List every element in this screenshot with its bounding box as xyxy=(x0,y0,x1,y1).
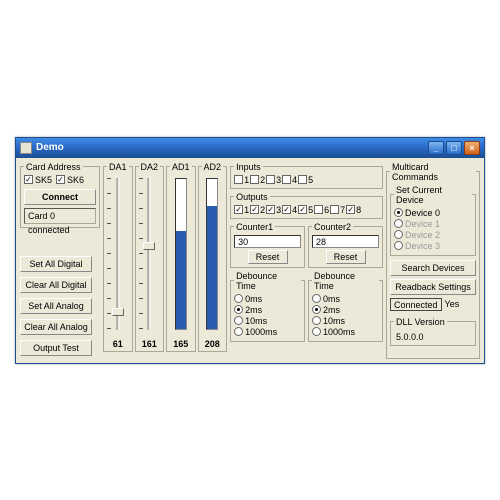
ad1-group: AD1 165 xyxy=(166,162,196,352)
deb1-option-0[interactable]: 0ms xyxy=(234,294,301,304)
da2-value: 161 xyxy=(136,339,164,349)
window-body: Card Address ✓SK5 ✓SK6 Connect Card 0 co… xyxy=(16,158,484,363)
left-column: Card Address ✓SK5 ✓SK6 Connect Card 0 co… xyxy=(20,162,100,359)
input-5-checkbox[interactable]: 5 xyxy=(298,175,313,185)
counter2-value: 28 xyxy=(312,235,379,248)
connect-button[interactable]: Connect xyxy=(24,189,96,205)
card-address-group: Card Address ✓SK5 ✓SK6 Connect Card 0 co… xyxy=(20,162,100,228)
multicard-group: Multicard Commands Set Current Device De… xyxy=(386,162,480,359)
output-8-checkbox[interactable]: ✓8 xyxy=(346,205,361,215)
connection-status: Card 0 connected xyxy=(24,208,96,224)
inputs-group: Inputs 12345 xyxy=(230,162,383,189)
device-2-radio: Device 2 xyxy=(394,230,472,240)
set-all-analog-button[interactable]: Set All Analog xyxy=(20,298,92,314)
search-devices-button[interactable]: Search Devices xyxy=(390,260,476,276)
clear-all-analog-button[interactable]: Clear All Analog xyxy=(20,319,92,335)
deb2-option-2[interactable]: 10ms xyxy=(312,316,379,326)
output-1-checkbox[interactable]: ✓1 xyxy=(234,205,249,215)
counter2-group: Counter2 28 Reset xyxy=(308,222,383,268)
ad2-bar xyxy=(206,178,218,330)
da2-slider[interactable] xyxy=(148,178,151,330)
ad2-bar-fill xyxy=(207,206,217,329)
sk5-checkbox[interactable]: ✓SK5 xyxy=(24,175,52,185)
debounce1-group: Debounce Time 0ms2ms10ms1000ms xyxy=(230,271,305,342)
output-6-checkbox[interactable]: 6 xyxy=(314,205,329,215)
output-2-checkbox[interactable]: ✓2 xyxy=(250,205,265,215)
dll-version-group: DLL Version 5.0.0.0 xyxy=(390,317,476,346)
app-window: Demo _ □ × Card Address ✓SK5 ✓SK6 Connec… xyxy=(15,137,485,364)
sk6-checkbox[interactable]: ✓SK6 xyxy=(56,175,84,185)
device-3-radio: Device 3 xyxy=(394,241,472,251)
output-7-checkbox[interactable]: 7 xyxy=(330,205,345,215)
title-bar[interactable]: Demo _ □ × xyxy=(16,138,484,158)
channels-column: DA1 61 DA2 161 AD1 165 AD2 xyxy=(103,162,227,359)
clear-all-digital-button[interactable]: Clear All Digital xyxy=(20,277,92,293)
ad1-bar xyxy=(175,178,187,330)
card-address-legend: Card Address xyxy=(24,162,83,172)
output-test-button[interactable]: Output Test xyxy=(20,340,92,356)
debounce2-group: Debounce Time 0ms2ms10ms1000ms xyxy=(308,271,383,342)
ad2-group: AD2 208 xyxy=(198,162,228,352)
input-4-checkbox[interactable]: 4 xyxy=(282,175,297,185)
right-column: Multicard Commands Set Current Device De… xyxy=(386,162,480,359)
da1-value: 61 xyxy=(104,339,132,349)
counter2-reset-button[interactable]: Reset xyxy=(326,250,366,264)
readback-settings-button[interactable]: Readback Settings xyxy=(390,279,476,295)
connected-value: Yes xyxy=(445,299,460,309)
da2-group: DA2 161 xyxy=(135,162,165,352)
app-icon xyxy=(20,142,32,154)
deb2-option-1[interactable]: 2ms xyxy=(312,305,379,315)
deb1-option-1[interactable]: 2ms xyxy=(234,305,301,315)
input-2-checkbox[interactable]: 2 xyxy=(250,175,265,185)
da2-slider-thumb[interactable] xyxy=(143,242,155,250)
connected-label: Connected xyxy=(390,298,442,311)
deb1-option-3[interactable]: 1000ms xyxy=(234,327,301,337)
ad2-value: 208 xyxy=(199,339,227,349)
set-current-device-group: Set Current Device Device 0Device 1Devic… xyxy=(390,185,476,256)
counter1-reset-button[interactable]: Reset xyxy=(248,250,288,264)
counter1-group: Counter1 30 Reset xyxy=(230,222,305,268)
maximize-button[interactable]: □ xyxy=(446,141,462,155)
close-button[interactable]: × xyxy=(464,141,480,155)
counter1-value: 30 xyxy=(234,235,301,248)
output-4-checkbox[interactable]: ✓4 xyxy=(282,205,297,215)
deb2-option-0[interactable]: 0ms xyxy=(312,294,379,304)
input-1-checkbox[interactable]: 1 xyxy=(234,175,249,185)
dll-version-value: 5.0.0.0 xyxy=(394,330,472,342)
window-title: Demo xyxy=(36,142,64,153)
output-5-checkbox[interactable]: ✓5 xyxy=(298,205,313,215)
output-3-checkbox[interactable]: ✓3 xyxy=(266,205,281,215)
da1-group: DA1 61 xyxy=(103,162,133,352)
middle-column: Inputs 12345 Outputs ✓1✓2✓3✓4✓567✓8 Coun… xyxy=(230,162,383,359)
input-3-checkbox[interactable]: 3 xyxy=(266,175,281,185)
ad1-bar-fill xyxy=(176,231,186,329)
deb1-option-2[interactable]: 10ms xyxy=(234,316,301,326)
outputs-group: Outputs ✓1✓2✓3✓4✓567✓8 xyxy=(230,192,383,219)
device-0-radio[interactable]: Device 0 xyxy=(394,208,472,218)
ad1-value: 165 xyxy=(167,339,195,349)
minimize-button[interactable]: _ xyxy=(428,141,444,155)
deb2-option-3[interactable]: 1000ms xyxy=(312,327,379,337)
da1-slider-thumb[interactable] xyxy=(112,308,124,316)
device-1-radio: Device 1 xyxy=(394,219,472,229)
set-all-digital-button[interactable]: Set All Digital xyxy=(20,256,92,272)
